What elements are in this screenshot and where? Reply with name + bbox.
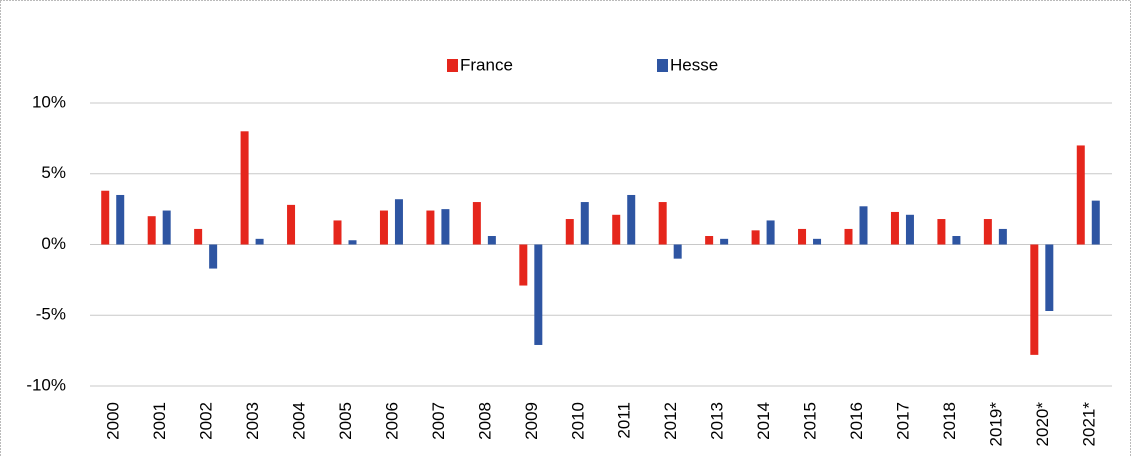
bar bbox=[658, 202, 667, 245]
bar bbox=[240, 131, 249, 245]
x-tick-label: 2019* bbox=[986, 402, 1005, 447]
legend-label: Hesse bbox=[670, 55, 718, 74]
bar bbox=[844, 228, 853, 245]
bar bbox=[983, 219, 992, 245]
legend-label: France bbox=[460, 55, 513, 74]
legend-swatch bbox=[657, 59, 668, 72]
x-tick-label: 2008 bbox=[475, 402, 494, 440]
x-tick-label: 2020* bbox=[1033, 402, 1052, 447]
bar bbox=[1045, 244, 1054, 312]
x-tick-label: 2005 bbox=[336, 402, 355, 440]
bar bbox=[612, 214, 621, 245]
bar bbox=[519, 244, 528, 286]
bar bbox=[379, 210, 388, 245]
x-tick-label: 2012 bbox=[661, 402, 680, 440]
bar bbox=[1030, 244, 1039, 355]
bar bbox=[101, 190, 110, 245]
x-tick-label: 2002 bbox=[197, 402, 216, 440]
x-tick-label: 2003 bbox=[243, 402, 262, 440]
bar bbox=[333, 220, 342, 245]
bar bbox=[627, 194, 636, 245]
y-tick-label: -5% bbox=[36, 305, 66, 324]
bar bbox=[147, 216, 156, 245]
bar bbox=[705, 236, 714, 245]
y-tick-label: 10% bbox=[32, 92, 66, 111]
bar bbox=[1091, 200, 1100, 245]
y-tick-label: -10% bbox=[26, 375, 66, 394]
x-tick-label: 2015 bbox=[801, 402, 820, 440]
bar bbox=[348, 240, 357, 245]
bar bbox=[952, 236, 961, 245]
bar bbox=[426, 210, 435, 245]
x-tick-label: 2014 bbox=[754, 402, 773, 440]
bar bbox=[720, 238, 729, 245]
bar bbox=[798, 228, 807, 245]
x-tick-label: 2017 bbox=[893, 402, 912, 440]
y-tick-label: 5% bbox=[41, 163, 66, 182]
x-tick-label: 2016 bbox=[847, 402, 866, 440]
legend-swatch bbox=[447, 59, 458, 72]
x-tick-label: 2004 bbox=[290, 402, 309, 440]
x-tick-label: 2021* bbox=[1079, 402, 1098, 447]
x-tick-label: 2000 bbox=[104, 402, 123, 440]
bar bbox=[766, 220, 775, 245]
bar bbox=[813, 238, 822, 245]
bar bbox=[441, 209, 450, 245]
x-tick-label: 2018 bbox=[940, 402, 959, 440]
bar bbox=[487, 236, 496, 245]
bar bbox=[1076, 145, 1085, 245]
bar bbox=[580, 202, 589, 245]
bar bbox=[394, 199, 403, 245]
x-tick-label: 2009 bbox=[522, 402, 541, 440]
bar bbox=[859, 206, 868, 245]
x-tick-label: 2011 bbox=[615, 402, 634, 439]
bar bbox=[194, 228, 203, 245]
bar bbox=[209, 244, 218, 269]
bar bbox=[937, 219, 946, 245]
x-tick-label: 2001 bbox=[150, 402, 169, 440]
x-tick-label: 2013 bbox=[708, 402, 727, 440]
bar bbox=[565, 219, 574, 245]
x-tick-label: 2010 bbox=[568, 402, 587, 440]
bar bbox=[890, 211, 899, 245]
bar bbox=[998, 228, 1007, 245]
x-tick-label: 2006 bbox=[382, 402, 401, 440]
bar bbox=[472, 202, 481, 245]
bar bbox=[287, 204, 296, 245]
bar bbox=[751, 230, 760, 245]
bar bbox=[673, 244, 682, 259]
bar bbox=[905, 214, 914, 245]
x-tick-label: 2007 bbox=[429, 402, 448, 440]
y-tick-label: 0% bbox=[41, 234, 66, 253]
bar bbox=[116, 194, 125, 245]
bar bbox=[534, 244, 543, 345]
bar bbox=[162, 210, 171, 245]
bar bbox=[255, 238, 264, 245]
